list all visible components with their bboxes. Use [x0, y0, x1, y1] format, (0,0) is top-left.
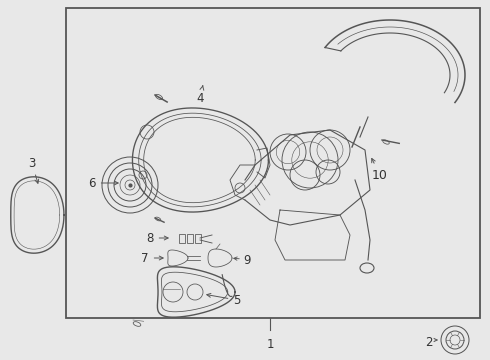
Text: 6: 6 — [88, 176, 118, 189]
Text: 9: 9 — [243, 253, 250, 266]
Text: 4: 4 — [196, 86, 204, 104]
Text: 1: 1 — [266, 338, 274, 351]
Bar — [187, 234, 193, 243]
Text: 5: 5 — [207, 293, 241, 306]
Text: 3: 3 — [28, 157, 39, 183]
Bar — [179, 234, 185, 243]
Text: 2: 2 — [425, 336, 433, 348]
Text: 10: 10 — [372, 158, 388, 181]
Text: 8: 8 — [147, 231, 168, 244]
Bar — [66, 8, 480, 318]
Bar — [195, 234, 201, 243]
Text: 7: 7 — [141, 252, 163, 265]
